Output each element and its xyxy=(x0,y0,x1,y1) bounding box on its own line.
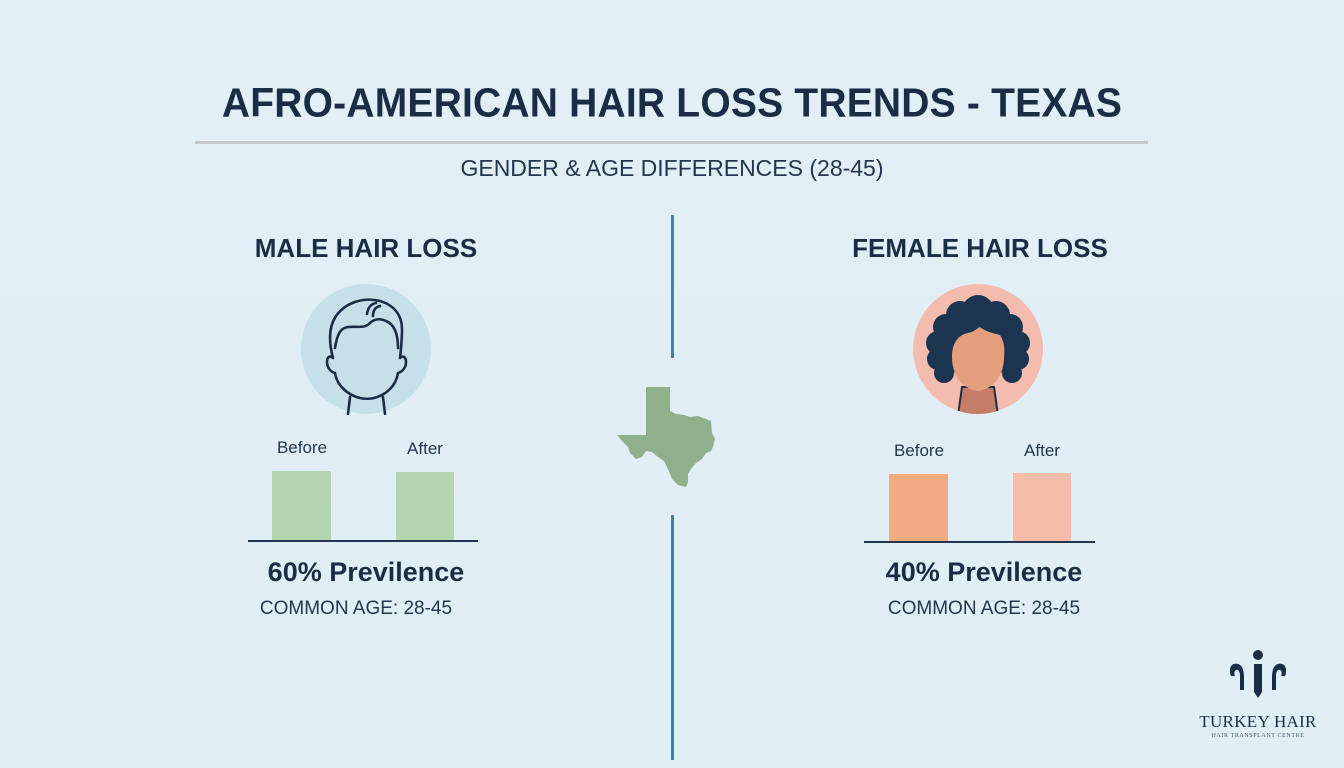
texas-map-icon xyxy=(617,387,715,487)
male-heading: MALE HAIR LOSS xyxy=(254,233,478,263)
male-chart-baseline xyxy=(248,540,478,542)
male-bar-before xyxy=(272,471,331,541)
center-divider-bottom xyxy=(671,515,674,760)
female-bar-before xyxy=(889,474,948,541)
female-bar-label-before: Before xyxy=(893,441,945,460)
center-divider-top xyxy=(671,215,674,358)
title-divider xyxy=(195,141,1148,144)
male-bar-after xyxy=(396,472,454,541)
male-prevalence: 60% Previlence xyxy=(267,557,465,587)
page-subtitle: GENDER & AGE DIFFERENCES (28-45) xyxy=(460,155,884,181)
female-bar-after xyxy=(1013,473,1071,541)
male-common-age: COMMON AGE: 28-45 xyxy=(259,598,453,619)
male-head-outline-icon xyxy=(301,284,431,415)
male-bar-label-before: Before xyxy=(276,438,328,457)
female-common-age: COMMON AGE: 28-45 xyxy=(887,598,1081,619)
female-bar-label-after: After xyxy=(1024,441,1060,460)
female-heading: FEMALE HAIR LOSS xyxy=(852,233,1108,263)
page-title: AFRO-AMERICAN HAIR LOSS TRENDS - TEXAS xyxy=(221,80,1123,127)
logo-name: TURKEY HAIR xyxy=(1199,712,1317,731)
logo-tagline: HAIR TRANSPLANT CENTRE xyxy=(1211,733,1305,739)
male-bar-label-after: After xyxy=(407,439,443,458)
turkey-hair-logo-icon xyxy=(1230,650,1286,698)
female-afro-head-icon xyxy=(913,284,1043,414)
female-chart-baseline xyxy=(864,541,1095,543)
female-prevalence: 40% Previlence xyxy=(885,557,1083,587)
